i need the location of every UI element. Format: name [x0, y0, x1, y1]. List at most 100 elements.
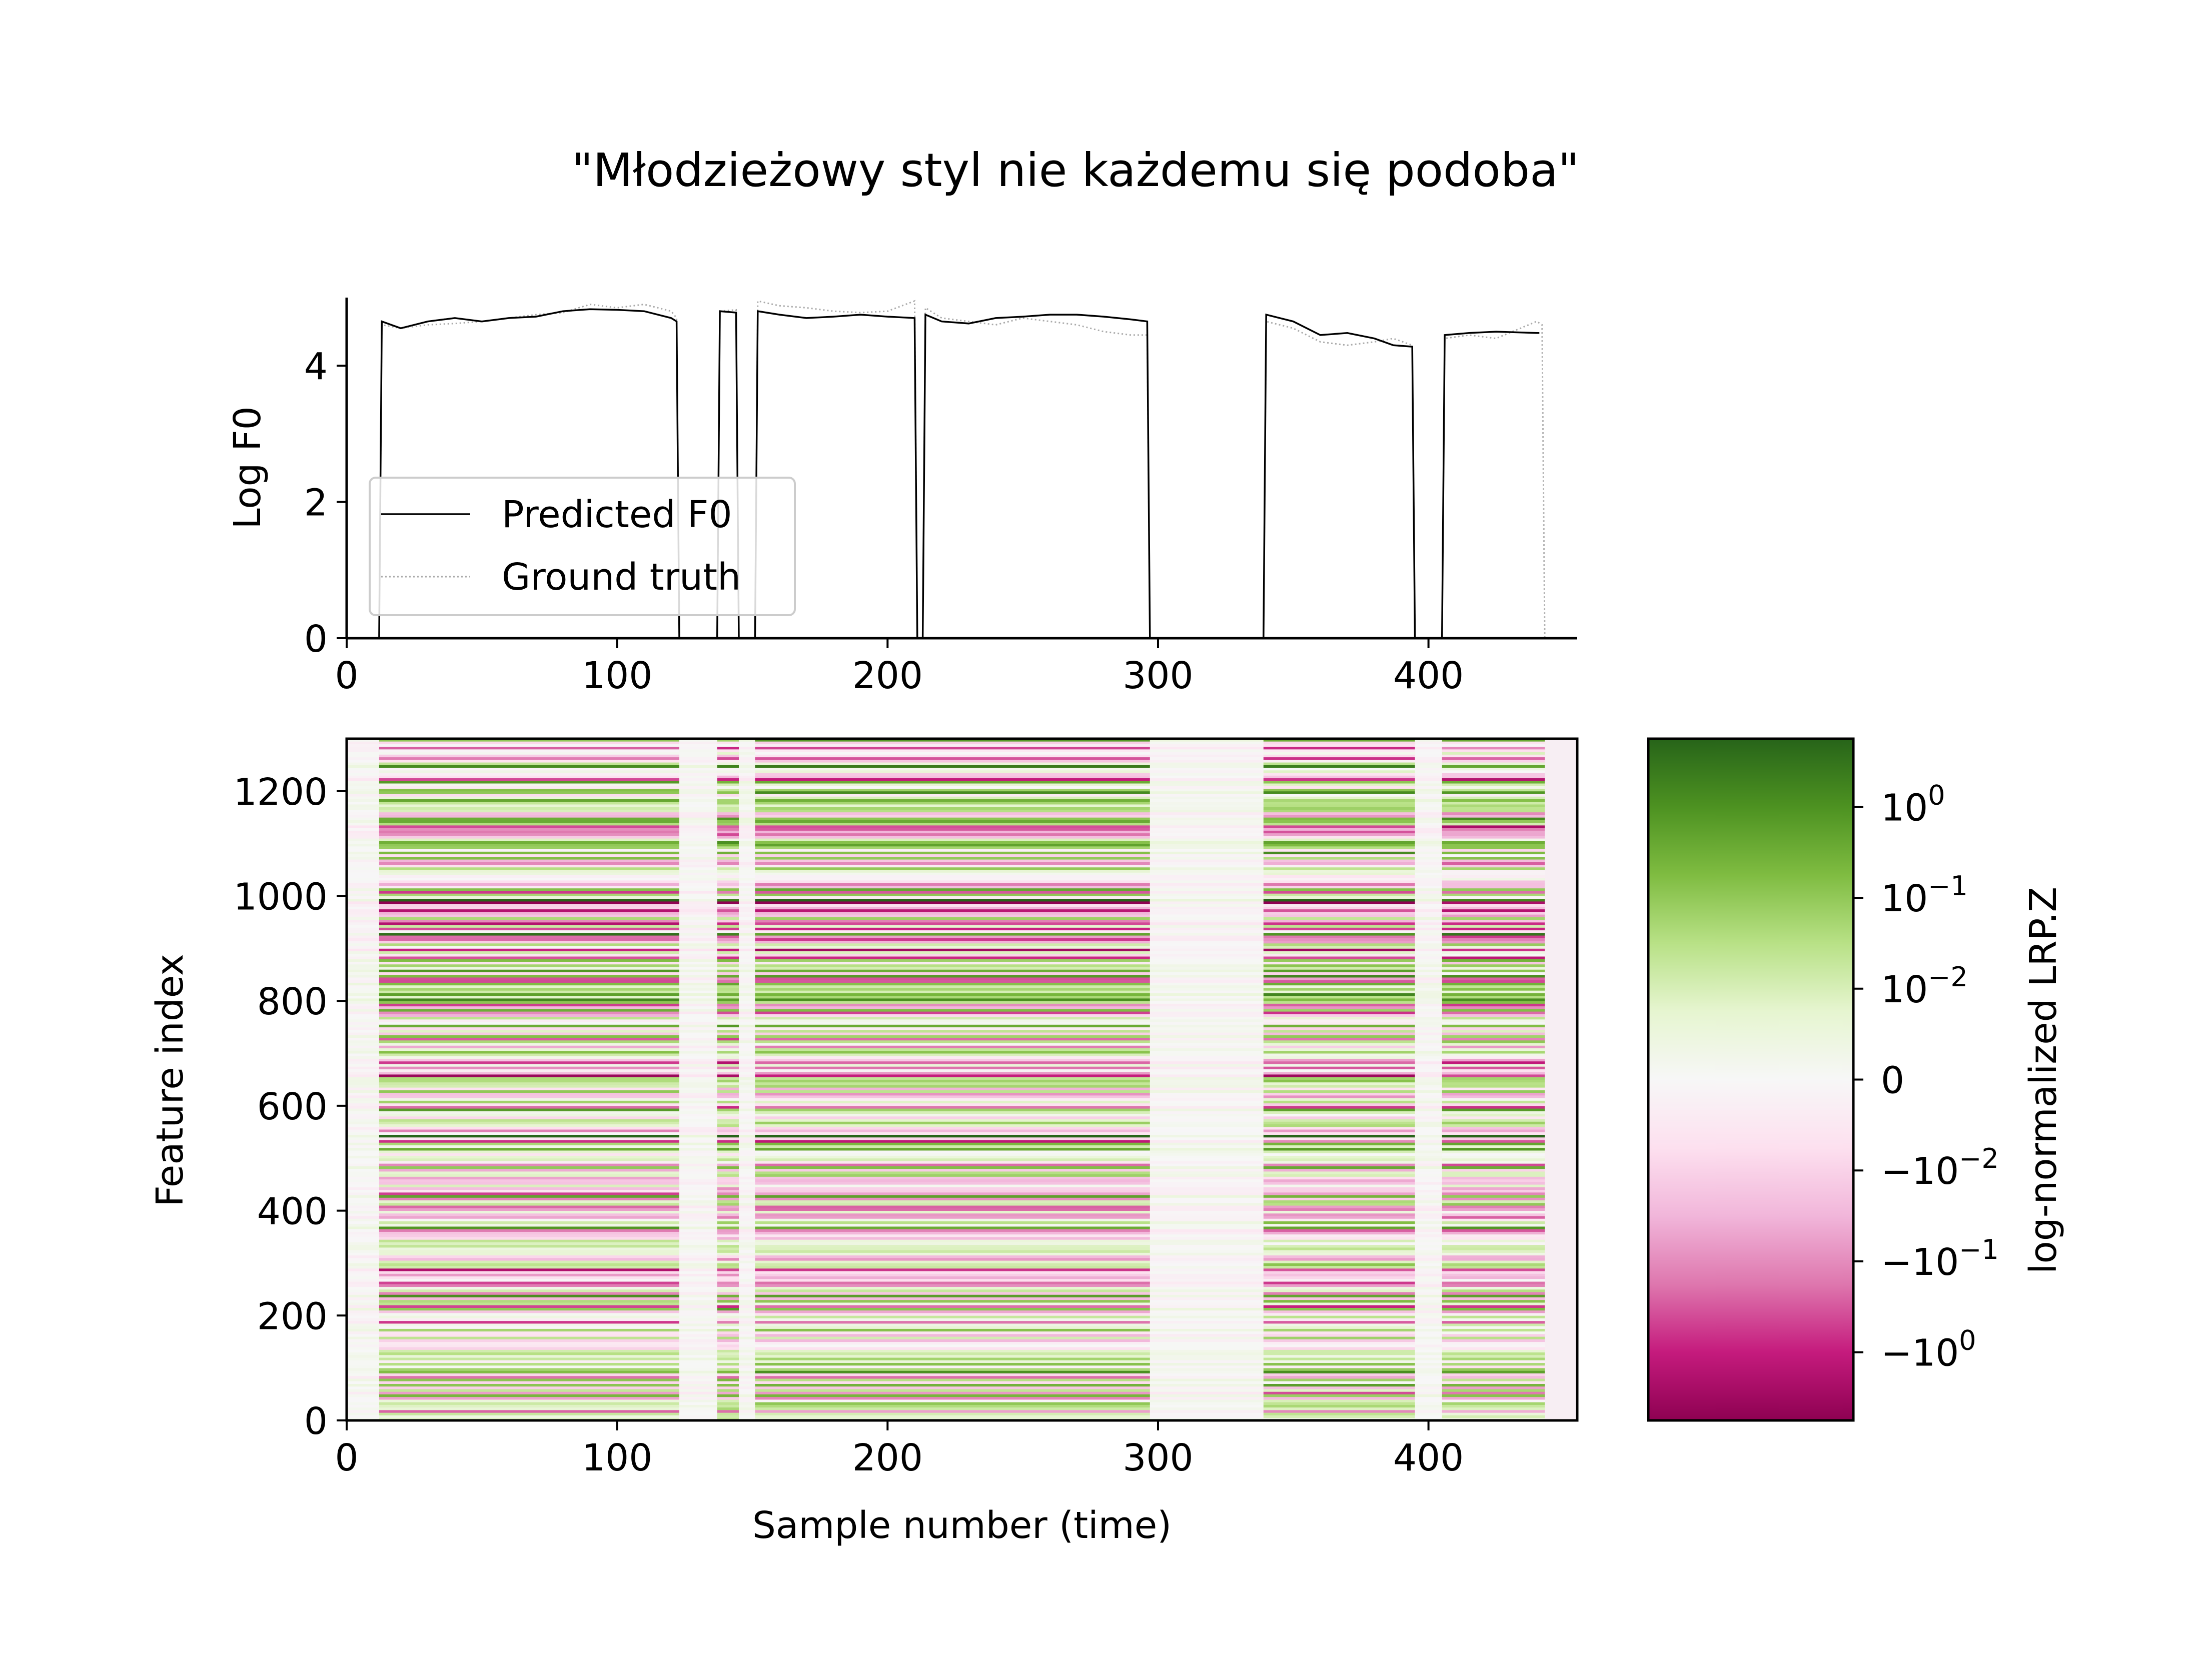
- heatmap-cell: [1442, 1124, 1545, 1127]
- heatmap-cell: [1150, 1216, 1264, 1219]
- heatmap-cell: [1442, 1090, 1545, 1093]
- heatmap-cell: [379, 951, 680, 954]
- heatmap-cell: [347, 1210, 380, 1214]
- heatmap-cell: [1415, 1389, 1443, 1392]
- heatmap-cell: [347, 780, 380, 784]
- heatmap-cell: [1442, 1137, 1545, 1140]
- heatmap-cell: [717, 922, 739, 925]
- heatmap-cell: [1263, 974, 1416, 978]
- heatmap-cell: [379, 1037, 680, 1041]
- heatmap-cell: [679, 843, 718, 847]
- heatmap-cell: [1150, 1184, 1264, 1187]
- heatmap-cell: [1442, 1334, 1545, 1337]
- heatmap-cell: [1415, 1174, 1443, 1177]
- heatmap-cell: [739, 1064, 755, 1067]
- heatmap-cell: [379, 1234, 680, 1237]
- heatmap-cell: [679, 980, 718, 983]
- heatmap-cell: [1263, 1320, 1416, 1324]
- heatmap-cell: [679, 1024, 718, 1028]
- heatmap-cell: [1263, 739, 1416, 742]
- heatmap-cell: [755, 1079, 1151, 1083]
- heatmap-cell: [755, 1113, 1151, 1117]
- heatmap-cell: [1415, 877, 1443, 881]
- heatmap-cell: [679, 788, 718, 792]
- heatmap-cell: [717, 841, 739, 844]
- heatmap-cell: [379, 959, 680, 962]
- heatmap-cell: [1263, 744, 1416, 747]
- heatmap-cell: [679, 982, 718, 986]
- heatmap-cell: [347, 1247, 380, 1250]
- heatmap-cell: [1442, 1132, 1545, 1135]
- heatmap-cell: [1442, 1265, 1545, 1269]
- heatmap-cell: [1263, 1399, 1416, 1402]
- heatmap-cell: [755, 1142, 1151, 1145]
- heatmap-cell: [717, 1289, 739, 1292]
- heatmap-cell: [1150, 875, 1264, 878]
- heatmap-cell: [379, 1163, 680, 1166]
- heatmap-cell: [1263, 867, 1416, 870]
- legend: Predicted F0 Ground truth: [369, 477, 796, 616]
- heatmap-cell: [1150, 812, 1264, 815]
- heatmap-cell: [1415, 1134, 1443, 1138]
- heatmap-cell: [739, 995, 755, 999]
- heatmap-cell: [379, 872, 680, 875]
- heatmap-cell: [1415, 767, 1443, 771]
- heatmap-cell: [755, 993, 1151, 996]
- heatmap-cell: [1415, 1195, 1443, 1198]
- heatmap-cell: [679, 1349, 718, 1353]
- heatmap-cell: [1150, 1105, 1264, 1109]
- heatmap-cell: [739, 1417, 755, 1420]
- heatmap-cell: [1415, 1328, 1443, 1332]
- heatmap-cell: [739, 930, 755, 933]
- heatmap-cell: [1415, 1276, 1443, 1279]
- heatmap-cell: [1415, 925, 1443, 928]
- heatmap-cell: [717, 1370, 739, 1374]
- heatmap-cell: [379, 830, 680, 834]
- heatmap-cell: [739, 1255, 755, 1258]
- heatmap-cell: [679, 1213, 718, 1216]
- heatmap-cell: [1263, 1108, 1416, 1111]
- heatmap-cell: [679, 1184, 718, 1187]
- heatmap-cell: [1415, 893, 1443, 896]
- heatmap-cell: [1442, 1328, 1545, 1332]
- heatmap-cell: [1442, 1244, 1545, 1248]
- heatmap-cell: [1263, 1365, 1416, 1368]
- heatmap-cell: [679, 1001, 718, 1004]
- heatmap-cell: [755, 1205, 1151, 1208]
- heatmap-cell: [717, 1341, 739, 1345]
- heatmap-cell: [755, 959, 1151, 962]
- heatmap-cell: [717, 1323, 739, 1326]
- heatmap-cell: [379, 919, 680, 923]
- heatmap-cell: [347, 862, 380, 865]
- heatmap-cell: [347, 1281, 380, 1284]
- heatmap-cell: [739, 851, 755, 855]
- heatmap-cell: [1150, 754, 1264, 758]
- heatmap-cell: [1263, 1344, 1416, 1347]
- heatmap-cell: [739, 822, 755, 826]
- heatmap-cell: [1415, 757, 1443, 760]
- heatmap-cell: [347, 959, 380, 962]
- heatmap-cell: [679, 1263, 718, 1266]
- top-y-axis-label: Log F0: [226, 406, 269, 529]
- series-line-predicted-f0: [347, 308, 1540, 639]
- heatmap-cell: [739, 1084, 755, 1088]
- heatmap-cell: [1442, 1022, 1545, 1025]
- heatmap-cell: [739, 1181, 755, 1185]
- heatmap-cell: [379, 799, 680, 802]
- heatmap-cell: [1442, 746, 1545, 750]
- heatmap-cell: [739, 1019, 755, 1022]
- heatmap-cell: [379, 1040, 680, 1043]
- heatmap-cell: [755, 909, 1151, 912]
- heatmap-cell: [1150, 757, 1264, 760]
- heatmap-cell: [679, 1168, 718, 1172]
- heatmap-cell: [1415, 1163, 1443, 1166]
- heatmap-cell: [1263, 825, 1416, 828]
- heatmap-cell: [1263, 906, 1416, 910]
- heatmap-cell: [717, 927, 739, 931]
- heatmap-cell: [679, 1176, 718, 1180]
- heatmap-cell: [379, 943, 680, 946]
- heatmap-cell: [1442, 1006, 1545, 1009]
- heatmap-cell: [1263, 1237, 1416, 1240]
- heatmap-cell: [717, 786, 739, 789]
- heatmap-cell: [1442, 940, 1545, 944]
